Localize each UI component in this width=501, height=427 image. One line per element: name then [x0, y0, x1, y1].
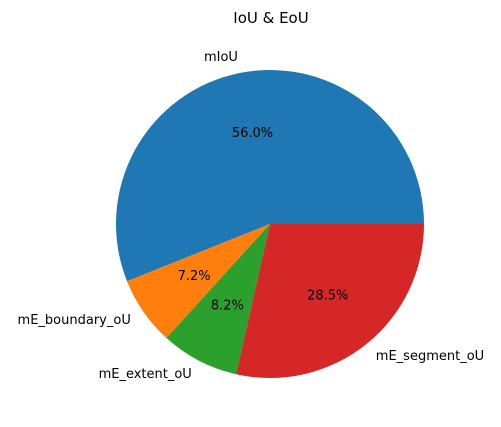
pie-slice-me-boundary-ou	[127, 224, 270, 338]
slice-percent-me-boundary-ou: 7.2%	[178, 269, 211, 284]
pie-slice-me-extent-ou	[166, 224, 270, 375]
slice-percent-miou: 56.0%	[232, 126, 273, 141]
pie-slice-me-segment-ou	[236, 224, 424, 378]
chart-title: IoU & EoU	[233, 9, 308, 27]
slice-label-me-boundary-ou: mE_boundary_oU	[18, 313, 131, 328]
pie-slice-miou	[115, 70, 424, 282]
slice-label-me-segment-ou: mE_segment_oU	[376, 349, 484, 364]
slice-percent-me-extent-ou: 8.2%	[211, 298, 244, 313]
pie-slices	[115, 70, 424, 378]
slice-percent-me-segment-ou: 28.5%	[307, 289, 348, 304]
pie-labels: mIoU 56.0% mE_boundary_oU 7.2% mE_extent_oU 8…	[18, 50, 485, 382]
slice-label-miou: mIoU	[204, 50, 238, 65]
slice-label-me-extent-ou: mE_extent_oU	[99, 367, 192, 382]
